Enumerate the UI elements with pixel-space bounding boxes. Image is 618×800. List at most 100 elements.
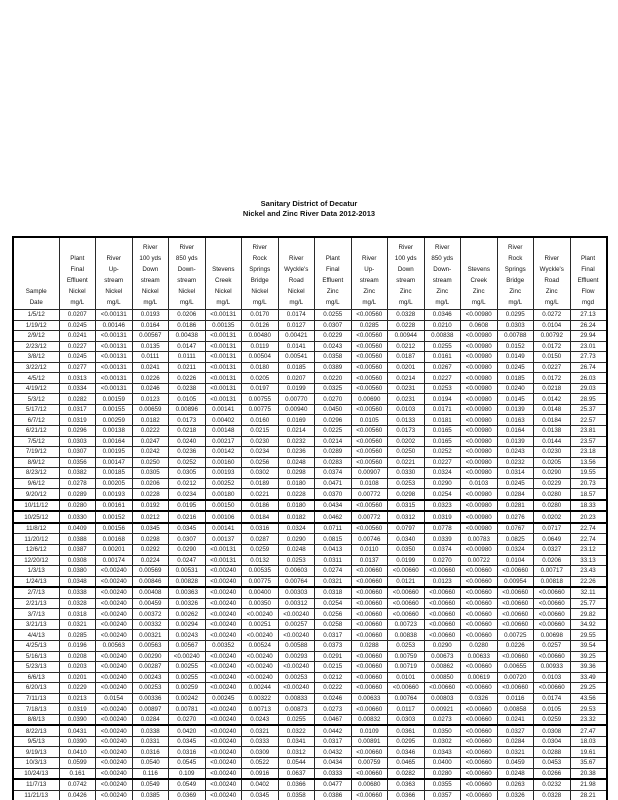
value-cell: 0.0270 bbox=[168, 713, 206, 726]
value-cell: 0.0334 bbox=[58, 382, 96, 395]
value-cell: 0.0324 bbox=[277, 521, 315, 535]
value-cell: 0.0212 bbox=[168, 477, 206, 490]
value-cell: 0.0313 bbox=[58, 372, 96, 384]
value-cell: 0.0228 bbox=[387, 319, 425, 332]
value-cell: 0.0471 bbox=[314, 477, 352, 490]
value-cell: 0.00944 bbox=[387, 330, 425, 342]
sample-date-cell: 4/25/13 bbox=[12, 639, 60, 652]
sample-date-cell: 1/24/13 bbox=[12, 575, 60, 588]
value-cell: <0.00980 bbox=[460, 361, 498, 374]
value-cell: 0.0117 bbox=[387, 703, 425, 715]
value-cell: <0.00131 bbox=[204, 393, 242, 405]
column-header: River Wyckle's Road Zinc mg/L bbox=[533, 236, 571, 310]
value-cell: 0.0121 bbox=[387, 575, 425, 588]
value-cell: <0.00131 bbox=[204, 330, 242, 342]
value-cell: 39.25 bbox=[569, 650, 607, 663]
sample-date-cell: 2/7/13 bbox=[12, 586, 60, 599]
value-cell: 0.0330 bbox=[58, 510, 96, 524]
value-cell: <0.00131 bbox=[95, 382, 133, 395]
value-cell: <0.00560 bbox=[350, 403, 388, 416]
value-cell: 0.0303 bbox=[387, 713, 425, 726]
value-cell: 0.0312 bbox=[387, 510, 425, 524]
value-cell: 0.00180 bbox=[204, 488, 242, 501]
value-cell: 0.00205 bbox=[95, 477, 133, 490]
value-cell: 33.49 bbox=[569, 671, 607, 684]
value-cell: 32.11 bbox=[569, 586, 607, 599]
table-body: 1/5/12 0.0207 <0.00131 0.0193 0.0206 <0.00131… bbox=[12, 309, 607, 800]
value-cell: <0.00240 bbox=[95, 724, 133, 737]
value-cell: 0.00293 bbox=[277, 650, 315, 663]
value-cell: 0.00619 bbox=[460, 671, 498, 684]
value-cell: 0.00174 bbox=[95, 554, 133, 567]
value-cell: 0.0459 bbox=[496, 756, 534, 769]
table-row: 11/20/12 0.0388 0.00168 0.0298 0.0307 0.00137… bbox=[12, 533, 607, 546]
value-cell: 33.13 bbox=[569, 554, 607, 567]
value-cell: 0.0314 bbox=[496, 467, 534, 479]
value-cell: 0.00350 bbox=[241, 597, 279, 610]
value-cell: <0.00660 bbox=[460, 682, 498, 694]
value-cell: 0.0103 bbox=[460, 477, 498, 490]
value-cell: 0.0104 bbox=[533, 319, 571, 332]
column-header: River Rock Springs Bridge Nickel mg/L bbox=[241, 236, 279, 310]
sample-date-cell: 5/3/12 bbox=[12, 393, 60, 405]
value-cell: 25.37 bbox=[569, 403, 607, 416]
sample-date-cell: 11/21/13 bbox=[12, 789, 60, 800]
value-cell: <0.00980 bbox=[460, 510, 498, 524]
value-cell: 0.00633 bbox=[460, 650, 498, 663]
value-cell: 0.00152 bbox=[95, 510, 133, 524]
table-row: 4/25/13 0.0196 0.00563 0.00563 0.00567 0.0035… bbox=[12, 639, 607, 652]
value-cell: 0.0119 bbox=[241, 340, 279, 353]
value-cell: <0.00660 bbox=[533, 618, 571, 631]
value-cell: <0.00240 bbox=[241, 671, 279, 684]
value-cell: 23.57 bbox=[569, 435, 607, 448]
value-cell: 0.0338 bbox=[131, 724, 169, 737]
value-cell: 0.00201 bbox=[95, 544, 133, 556]
value-cell: 0.00421 bbox=[277, 330, 315, 342]
value-cell: 0.0111 bbox=[131, 351, 169, 363]
value-cell: <0.00240 bbox=[95, 618, 133, 631]
value-cell: 20.38 bbox=[569, 767, 607, 780]
value-cell: 0.00838 bbox=[423, 330, 461, 342]
value-cell: 39.36 bbox=[569, 661, 607, 673]
value-cell: 0.0227 bbox=[423, 372, 461, 384]
value-cell: 0.0142 bbox=[533, 393, 571, 405]
value-cell: 0.0778 bbox=[423, 521, 461, 535]
value-cell: 0.0232 bbox=[533, 778, 571, 791]
sample-date-cell: 11/7/13 bbox=[12, 778, 60, 791]
value-cell: <0.00240 bbox=[204, 565, 242, 577]
value-cell: 0.00242 bbox=[168, 692, 206, 705]
value-cell: 0.0255 bbox=[423, 340, 461, 353]
table-row: 9/5/13 0.0390 <0.00240 0.0331 0.0345 <0.00240… bbox=[12, 735, 607, 748]
value-cell: 0.0210 bbox=[423, 319, 461, 332]
value-cell: <0.00660 bbox=[423, 629, 461, 641]
value-cell: <0.00240 bbox=[204, 713, 242, 726]
value-cell: <0.00660 bbox=[460, 724, 498, 737]
value-cell: 0.00438 bbox=[168, 330, 206, 342]
value-cell: 0.0174 bbox=[277, 309, 315, 321]
value-cell: 0.0164 bbox=[496, 425, 534, 437]
sample-date-cell: 10/3/13 bbox=[12, 756, 60, 769]
value-cell: <0.00660 bbox=[533, 597, 571, 610]
value-cell: 0.0339 bbox=[423, 533, 461, 546]
value-cell: 0.0214 bbox=[277, 425, 315, 437]
value-cell: 0.0285 bbox=[350, 319, 388, 332]
value-cell: <0.00560 bbox=[350, 498, 388, 512]
value-cell: 0.0599 bbox=[58, 756, 96, 769]
value-cell: 0.0197 bbox=[241, 382, 279, 395]
value-cell: 0.0255 bbox=[314, 309, 352, 321]
value-cell: 0.0649 bbox=[533, 533, 571, 546]
value-cell: <0.00560 bbox=[350, 425, 388, 437]
value-cell: 0.0324 bbox=[496, 544, 534, 556]
value-cell: 0.0305 bbox=[131, 467, 169, 479]
value-cell: 0.0273 bbox=[314, 703, 352, 715]
column-header: Plant Final Effluent Nickel mg/L bbox=[58, 236, 96, 310]
table-row: 11/8/12 0.0409 0.00156 0.0345 0.0345 0.00141 0… bbox=[12, 521, 607, 535]
value-cell: 0.0290 bbox=[277, 533, 315, 546]
value-cell: 0.0205 bbox=[533, 456, 571, 469]
value-cell: 0.00746 bbox=[350, 533, 388, 546]
column-header: River Up- stream Nickel mg/L bbox=[95, 236, 133, 310]
value-cell: 26.24 bbox=[569, 319, 607, 332]
value-cell: 0.00531 bbox=[168, 565, 206, 577]
value-cell: <0.00240 bbox=[95, 756, 133, 769]
value-cell: <0.00660 bbox=[496, 650, 534, 663]
